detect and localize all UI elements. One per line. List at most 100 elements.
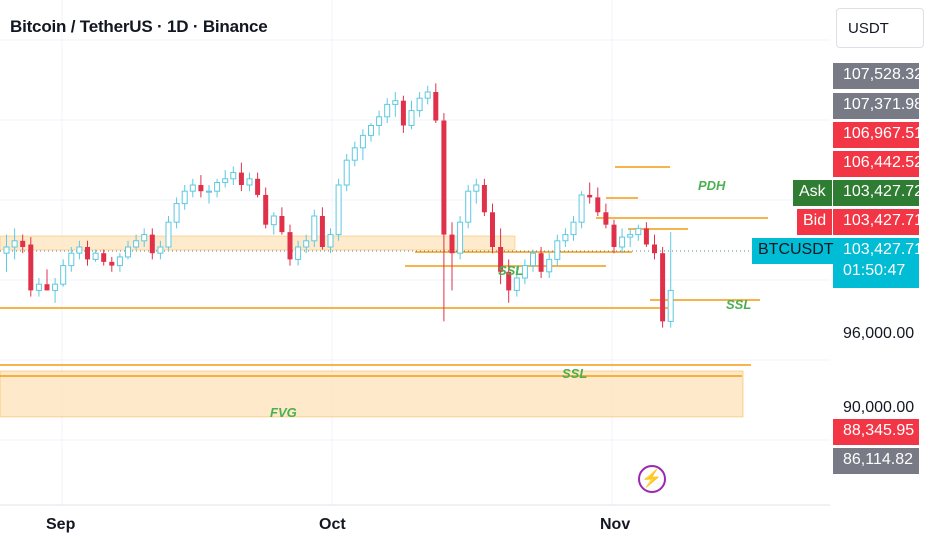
candle-body <box>133 240 140 248</box>
candle-body <box>28 244 34 291</box>
candle-body <box>230 172 237 180</box>
candle-body <box>570 221 577 236</box>
candle-body <box>498 247 504 272</box>
candle-body <box>20 240 26 247</box>
ask-price-label: 103,427.72 <box>833 180 923 206</box>
candle-body <box>359 134 366 149</box>
candle-body <box>611 224 617 247</box>
candle-body <box>173 203 180 223</box>
price-label-4: 106,442.52 <box>833 151 923 177</box>
candle-body <box>3 246 10 254</box>
candle-body <box>157 246 164 254</box>
candle-body <box>530 252 536 267</box>
candle-body <box>68 252 75 267</box>
lightning-icon[interactable]: ⚡ <box>638 465 666 493</box>
candle-body <box>52 283 59 291</box>
candle-body <box>392 100 399 105</box>
candle-body <box>433 92 439 121</box>
candle-body <box>441 120 447 235</box>
chart-title: Bitcoin / TetherUS · 1D · Binance <box>10 17 268 36</box>
candle-body <box>116 256 123 267</box>
candle-body <box>538 253 544 272</box>
candle-body <box>270 215 277 226</box>
candle-body <box>643 228 649 245</box>
candle-body <box>198 185 204 192</box>
candle-body <box>85 247 90 260</box>
candle-body <box>660 253 666 322</box>
price-label-low-1: 88,345.95 <box>833 419 919 445</box>
candle-body <box>351 147 358 161</box>
candle-body <box>35 283 42 291</box>
candle-body <box>578 194 585 223</box>
candle-body <box>619 236 626 248</box>
candle-body <box>554 240 561 260</box>
candle-body <box>109 261 115 266</box>
x-label-nov: Nov <box>600 516 631 533</box>
candle-body <box>295 246 302 260</box>
candle-body <box>513 277 520 291</box>
currency-selector[interactable]: USDT <box>836 8 924 48</box>
candle-body <box>76 246 83 254</box>
price-label-high: 107,528.32 <box>833 63 923 89</box>
supply-zone <box>0 235 516 251</box>
candle-body <box>279 216 285 233</box>
bid-price-label: 103,427.71 <box>833 209 923 235</box>
candle-body <box>635 227 642 236</box>
candle-body <box>457 221 464 254</box>
candle-body <box>652 244 657 254</box>
candle-body <box>384 103 391 118</box>
price-label-2: 107,371.98 <box>833 93 923 119</box>
candle-body <box>60 265 67 285</box>
candle-body <box>473 184 480 192</box>
candle-body <box>149 234 155 254</box>
candle-body <box>222 178 229 184</box>
fvg-zone <box>0 370 744 418</box>
bar-countdown: 01:50:47 <box>843 262 906 279</box>
candle-body <box>165 221 172 248</box>
candle-body <box>400 100 406 126</box>
candle-body <box>562 234 569 242</box>
candle-body <box>214 182 221 192</box>
candle-body <box>311 215 318 242</box>
candle-body <box>490 212 495 247</box>
candle-body <box>206 190 212 193</box>
candle-body <box>343 159 350 186</box>
candle-body <box>465 190 472 223</box>
candle-body <box>335 184 342 236</box>
candle-body <box>416 97 423 112</box>
ask-tag: Ask <box>793 180 832 206</box>
last-price-label: 103,427.71 01:50:47 <box>833 238 924 288</box>
candle-body <box>11 240 18 248</box>
candle-body <box>125 246 131 258</box>
candle-body <box>141 234 148 242</box>
candle-body <box>44 284 50 291</box>
candle-body <box>667 289 674 322</box>
candle-body <box>319 216 325 247</box>
candle-body <box>189 184 196 192</box>
last-price-value: 103,427.71 <box>843 241 924 258</box>
ssl-annotation-2: SSL <box>726 297 752 312</box>
candle-body <box>595 197 601 213</box>
candle-body <box>546 258 553 273</box>
candle-body <box>238 172 244 185</box>
candle-body <box>376 116 383 126</box>
candle-body <box>287 232 293 260</box>
candle-body <box>92 252 99 260</box>
candle-body <box>587 194 593 198</box>
candle-body <box>246 178 253 186</box>
candle-body <box>181 190 188 205</box>
fvg-annotation: FVG <box>270 405 297 420</box>
candle-body <box>506 271 512 291</box>
symbol-tag: BTCUSDT <box>752 238 840 264</box>
candle-body <box>521 265 528 279</box>
price-label-low-2: 86,114.82 <box>833 448 919 474</box>
candle-body <box>481 185 487 213</box>
price-label-3: 106,967.51 <box>833 122 923 148</box>
pdh-annotation: PDH <box>698 178 726 193</box>
candle-body <box>263 194 269 225</box>
y-tick-96000: 96,000.00 <box>843 325 915 342</box>
candle-body <box>408 110 415 126</box>
ssl-annotation-3: SSL <box>562 366 588 381</box>
